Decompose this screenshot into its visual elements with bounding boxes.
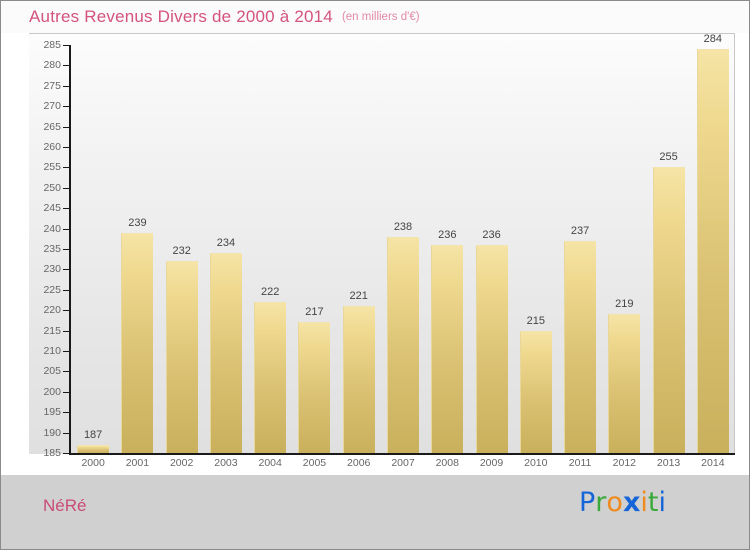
x-axis-tick-label: 2007 (391, 457, 415, 469)
bar-value-label: 234 (216, 237, 236, 250)
bar[interactable] (696, 49, 729, 453)
x-axis-tick-label: 2013 (656, 457, 681, 469)
x-axis-tick-label: 2004 (258, 457, 282, 469)
bar-value-label: 238 (393, 220, 413, 233)
bar-value-label: 236 (482, 228, 501, 241)
footer-bar: NéRé Proxiti (1, 475, 749, 549)
chart-header: Autres Revenus Divers de 2000 à 2014 (en… (1, 1, 749, 33)
bar-value-label: 236 (438, 228, 457, 241)
x-axis-line (69, 453, 735, 455)
x-axis-tick-label: 2009 (479, 457, 504, 469)
bar[interactable] (77, 444, 110, 453)
bar[interactable] (298, 322, 331, 453)
logo-letter-p: P (579, 487, 596, 518)
x-axis-tick-label: 2008 (435, 457, 459, 469)
bar[interactable] (121, 232, 154, 453)
x-axis-tick-label: 2012 (612, 457, 636, 469)
x-axis-tick-label: 2010 (524, 457, 548, 469)
bar[interactable] (342, 306, 375, 453)
bar-value-label: 187 (83, 428, 103, 441)
proxiti-logo[interactable]: Proxiti (579, 487, 666, 518)
bar-value-label: 232 (172, 245, 191, 258)
bar[interactable] (475, 244, 508, 453)
bar-value-label: 215 (526, 314, 545, 327)
bar-value-label: 222 (261, 286, 280, 299)
x-axis-tick-label: 2014 (701, 457, 725, 469)
bar[interactable] (254, 302, 287, 453)
logo-letter-r: r (595, 487, 607, 518)
logo-letter-o: o (606, 487, 623, 518)
x-axis-tick-label: 2006 (347, 457, 371, 469)
bar[interactable] (652, 167, 685, 453)
x-axis-tick-label: 2000 (81, 457, 105, 469)
logo-letter-t: t (647, 487, 659, 518)
bar[interactable] (209, 253, 242, 453)
page-title: Autres Revenus Divers de 2000 à 2014 (29, 7, 333, 26)
bar-value-label: 221 (349, 290, 368, 303)
logo-letter-x: x (622, 487, 641, 518)
logo-letter-i1: i (640, 487, 648, 518)
logo-letter-i2: i (658, 487, 666, 518)
y-axis-line (69, 45, 71, 455)
x-axis-tick-label: 2001 (125, 457, 150, 469)
bar-value-label: 255 (659, 151, 678, 164)
bar[interactable] (519, 330, 552, 453)
location-label: NéRé (43, 496, 87, 515)
bar[interactable] (431, 244, 464, 453)
x-axis-tick-label: 2003 (214, 457, 238, 469)
x-axis-tick-label: 2005 (302, 457, 327, 469)
bar-value-label: 219 (615, 298, 634, 311)
bar-value-label: 237 (570, 224, 590, 237)
bar-value-label: 217 (305, 306, 324, 319)
bar[interactable] (564, 240, 597, 453)
x-axis-tick-label: 2011 (568, 457, 592, 469)
bar[interactable] (608, 314, 641, 453)
x-axis-tick-label: 2002 (169, 457, 194, 469)
bar[interactable] (165, 261, 198, 453)
bar-value-label: 284 (703, 33, 723, 46)
chart-subtitle: (en milliers d'€) (341, 10, 420, 23)
bar[interactable] (387, 236, 419, 453)
bar-value-label: 239 (128, 216, 147, 229)
